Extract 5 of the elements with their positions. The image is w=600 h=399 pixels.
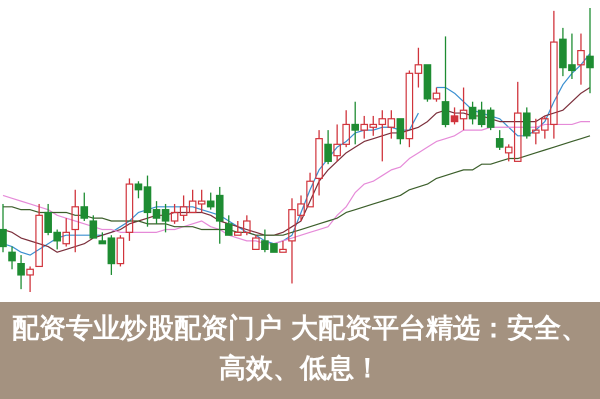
candlestick [71, 189, 80, 253]
candlestick [577, 32, 585, 86]
text: 配资专业炒股配资门户 大配资平台精选：安全、高效、低息！ [10, 312, 590, 386]
candlestick [586, 7, 594, 94]
candlestick [351, 101, 359, 145]
